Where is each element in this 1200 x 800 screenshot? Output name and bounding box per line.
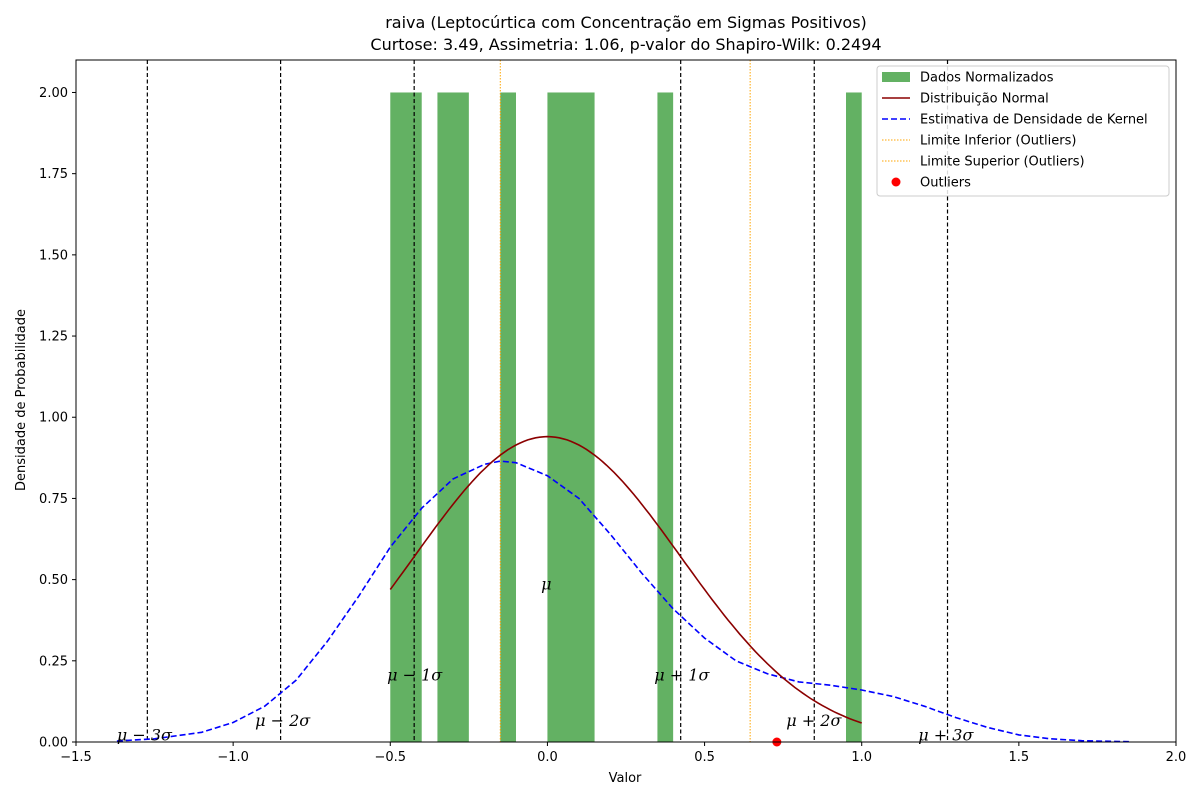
histogram-bar — [547, 92, 595, 742]
sigma-label: μ − 1σ — [387, 665, 443, 684]
x-tick-label: 0.0 — [537, 750, 558, 765]
histogram-bar — [657, 92, 674, 742]
legend-entry: Limite Inferior (Outliers) — [920, 134, 1076, 149]
sigma-label: μ + 2σ — [786, 711, 842, 730]
y-tick-label: 1.00 — [39, 411, 68, 426]
sigma-label: μ — [541, 574, 551, 593]
y-tick-label: 1.75 — [39, 167, 68, 182]
plot-area: μ − 3σ μ − 2σ μ − 1σ μ μ + 1σ μ + 2σ μ + 3σ −1.… — [39, 59, 1187, 765]
legend-entry: Outliers — [920, 176, 971, 191]
y-tick-label: 0.75 — [39, 492, 68, 507]
sigma-label: μ + 1σ — [654, 665, 710, 684]
y-tick-label: 2.00 — [39, 86, 68, 101]
kde-curve — [116, 460, 1129, 743]
histogram-bar — [390, 92, 422, 742]
x-tick-label: −1.0 — [217, 750, 249, 765]
legend-entry: Distribuição Normal — [920, 92, 1049, 107]
legend-swatch — [891, 177, 901, 187]
x-tick-label: 0.5 — [694, 750, 715, 765]
histogram-bar — [500, 92, 516, 742]
plot-frame — [75, 59, 1177, 743]
legend-entry: Dados Normalizados — [920, 71, 1054, 86]
y-tick-label: 0.00 — [39, 736, 68, 751]
legend: Dados Normalizados Distribuição Normal Est… — [876, 65, 1170, 197]
y-axis-label: Densidade de Probabilidade — [14, 309, 29, 491]
sigma-label: μ + 3σ — [918, 725, 974, 744]
y-tick-label: 1.50 — [39, 248, 68, 263]
y-tick-label: 0.50 — [39, 573, 68, 588]
sigma-label: μ − 3σ — [117, 725, 173, 744]
legend-box — [876, 65, 1170, 197]
histogram-bar — [846, 92, 862, 742]
x-axis-label: Valor — [609, 771, 642, 786]
y-tick-label: 1.25 — [39, 330, 68, 345]
legend-swatch — [882, 72, 910, 82]
x-tick-label: 1.0 — [851, 750, 872, 765]
normal-curve — [389, 435, 862, 724]
x-tick-label: −0.5 — [374, 750, 406, 765]
chart-title: raiva (Leptocúrtica com Concentração em … — [385, 13, 867, 32]
chart-subtitle: Curtose: 3.49, Assimetria: 1.06, p-valor… — [370, 35, 881, 54]
histogram-bar — [437, 92, 469, 742]
x-tick-label: −1.5 — [60, 750, 92, 765]
legend-entry: Estimativa de Densidade de Kernel — [920, 113, 1148, 128]
sigma-label: μ − 2σ — [255, 711, 311, 730]
legend-entry: Limite Superior (Outliers) — [920, 155, 1085, 170]
x-tick-label: 1.5 — [1009, 750, 1030, 765]
x-tick-label: 2.0 — [1166, 750, 1187, 765]
y-tick-label: 0.25 — [39, 654, 68, 669]
